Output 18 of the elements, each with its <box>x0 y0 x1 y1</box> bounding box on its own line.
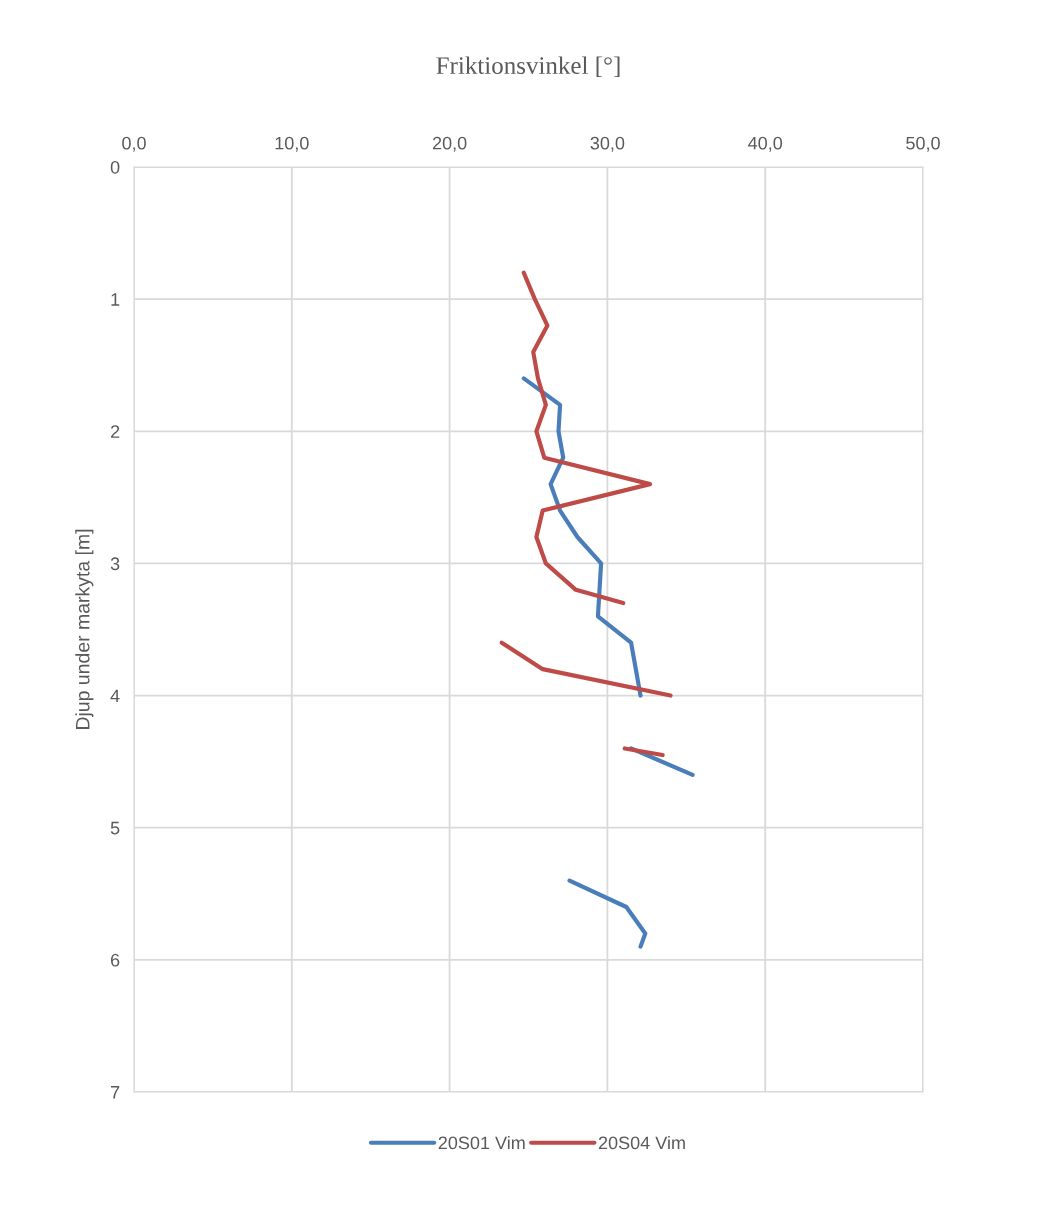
y-tick-label: 5 <box>110 821 120 835</box>
x-tick-label: 0,0 <box>122 136 146 152</box>
legend-label: 20S04 Vim <box>598 1136 685 1150</box>
y-tick-label: 6 <box>110 953 120 967</box>
x-tick-label: 40,0 <box>748 136 783 152</box>
legend-label: 20S01 Vim <box>438 1136 525 1150</box>
x-tick-label: 50,0 <box>906 136 940 152</box>
y-tick-label: 1 <box>111 293 120 306</box>
y-axis-title: Djup under markyta [m] <box>75 529 94 729</box>
y-tick-label: 3 <box>110 557 120 571</box>
x-tick-label: 10,0 <box>275 136 309 152</box>
x-tick-label: 20,0 <box>432 136 467 152</box>
y-tick-label: 7 <box>111 1086 120 1099</box>
y-tick-label: 4 <box>110 689 120 703</box>
y-tick-label: 2 <box>110 425 120 438</box>
x-axis-title: Friktionsvinkel [°] <box>436 56 620 78</box>
x-tick-label: 30,0 <box>590 136 625 152</box>
y-tick-label: 0 <box>110 160 120 174</box>
